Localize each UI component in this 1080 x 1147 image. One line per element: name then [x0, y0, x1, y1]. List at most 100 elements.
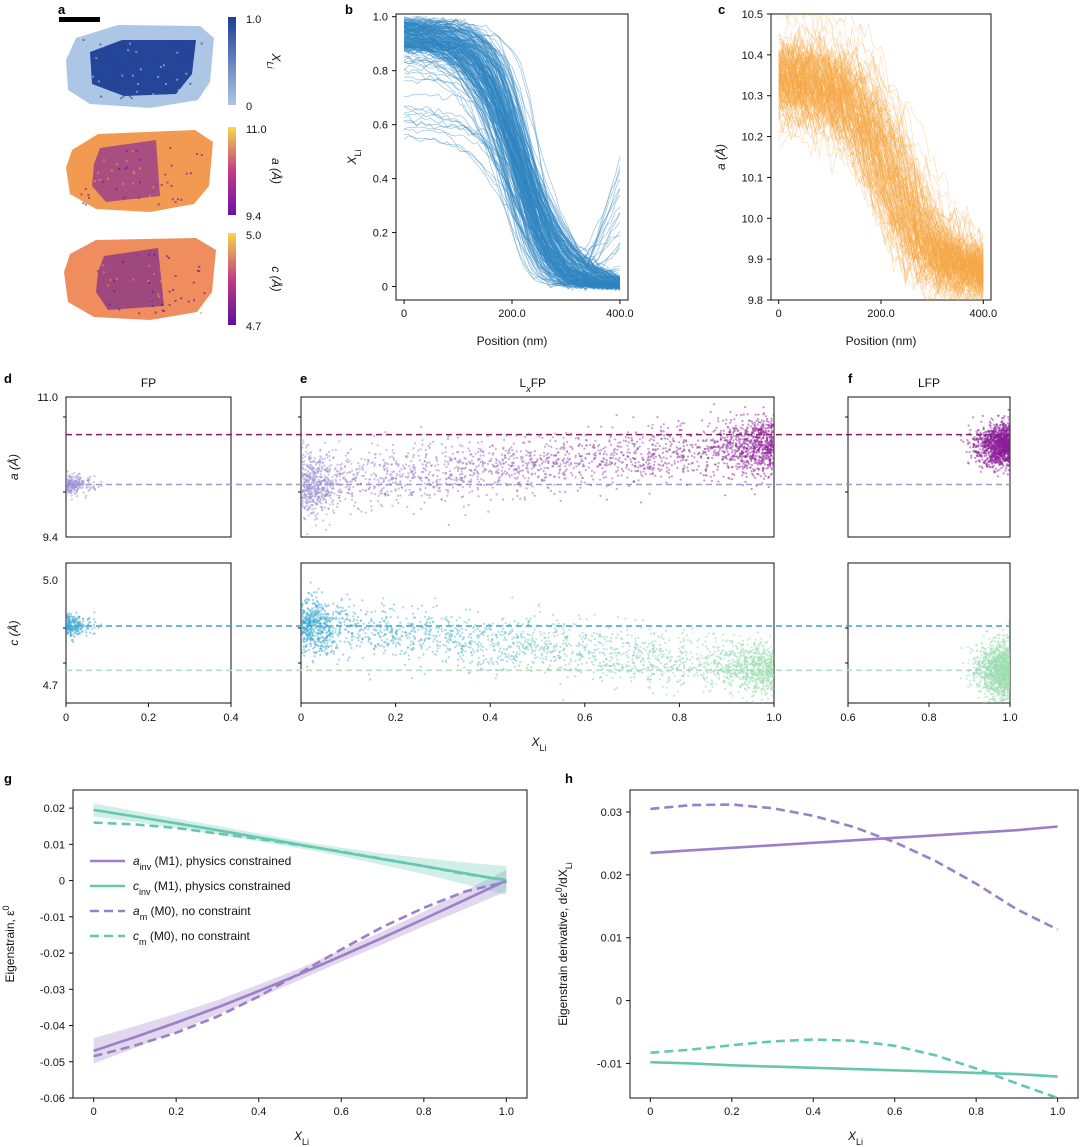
panel-b-profile-line — [403, 33, 621, 285]
map-2-speckle — [173, 189, 176, 192]
panel-e-a-point — [338, 475, 342, 478]
panel-e-a-point — [346, 485, 349, 488]
panel-e-a-point — [764, 474, 767, 478]
panel-e-a-point — [460, 470, 463, 473]
map-2-speckle — [125, 150, 128, 153]
panel-c-profile-line — [778, 65, 984, 269]
panel-e-a-point — [327, 494, 330, 498]
map-1-speckle — [192, 62, 195, 65]
map-1-speckle — [121, 74, 124, 77]
panel-e-a-point — [620, 451, 623, 454]
panel-e-a-point — [588, 443, 592, 446]
panel-b-profile-line — [403, 42, 621, 287]
panel-e-c-point — [321, 591, 324, 594]
panel-e-c-point — [590, 634, 593, 637]
panel-e-c-point — [636, 654, 639, 657]
panel-b-profile-line — [403, 35, 620, 289]
panel-e-a-point — [316, 497, 319, 500]
panel-e-a-point — [625, 466, 628, 469]
panel-e-a-point — [734, 449, 737, 452]
panel-c-profile-line — [778, 68, 984, 283]
panel-e-a-point — [763, 412, 766, 415]
panel-e-a-point — [611, 452, 614, 455]
panel-b-profile-line — [403, 26, 621, 279]
panel-e-a-point — [511, 462, 514, 465]
panel-e-a-point — [420, 479, 423, 482]
panel-e-a-point — [315, 482, 318, 485]
panel-b-profile-line — [403, 26, 621, 287]
panel-e-c-point — [722, 657, 726, 660]
panel-e-a-point — [357, 462, 360, 465]
panel-e-a-point — [762, 466, 765, 469]
panel-e-a-point — [768, 435, 771, 438]
panel-c-profile-line — [778, 56, 983, 300]
panel-e-a-point — [626, 476, 629, 479]
panel-c-profile-line — [778, 76, 984, 282]
panel-e-a-point — [513, 472, 516, 475]
panel-e-a-point — [729, 419, 733, 422]
panel-e-a-point — [736, 462, 739, 465]
panel-e-a-point — [726, 444, 729, 447]
panel-e-a-point — [722, 419, 725, 422]
panel-e-c-point — [620, 630, 623, 633]
panel-e-c-point — [748, 636, 752, 639]
panel-b-profile-line — [403, 30, 621, 282]
map-2-speckle — [93, 179, 96, 182]
panel-e-a-points — [301, 403, 774, 536]
panel-e-a-point — [440, 443, 443, 446]
panel-b-profile-line — [404, 28, 621, 286]
panel-d-c-point — [72, 634, 75, 637]
panel-b-profile-line — [403, 24, 620, 288]
map-1-speckle — [127, 49, 130, 52]
panel-e-c-point — [771, 694, 774, 697]
panel-e-a-point — [767, 457, 770, 460]
panel-e-a-point — [451, 483, 454, 486]
panel-e-a-point — [556, 451, 559, 454]
panel-b-profile-line — [403, 22, 621, 285]
panel-e-c-point — [711, 681, 714, 684]
map-1-speckle — [151, 60, 154, 63]
panel-b-profile-line — [403, 38, 620, 282]
panel-e-a-point — [762, 448, 765, 451]
panel-d-c-point — [70, 615, 73, 618]
panel-b-profile-line — [403, 24, 621, 289]
panel-e-a-point — [399, 494, 402, 497]
panel-e-c-point — [504, 655, 507, 659]
panel-e-a-point — [332, 481, 335, 485]
panel-e-c-point — [639, 650, 642, 653]
panel-e-c-point — [407, 654, 410, 657]
panel-e-a-point — [314, 468, 317, 471]
panel-c-profile-line — [778, 66, 984, 272]
panel-b-profile-line — [404, 16, 620, 287]
panel-e-a-point — [558, 465, 562, 468]
panel-e-a-point — [303, 491, 306, 494]
panel-e-a-point — [307, 495, 310, 498]
panel-e-a-point — [757, 431, 760, 434]
colorbar-label: XLi — [265, 52, 283, 69]
panel-e-c-point — [312, 623, 315, 627]
panel-d-c-point — [94, 621, 97, 624]
panel-e-a-point — [731, 442, 734, 445]
panel-f-xtick-label: 1.0 — [1002, 712, 1017, 724]
panel-e-a-point — [615, 487, 618, 490]
panel-b-profile-line — [403, 31, 620, 289]
panel-d-a-point — [72, 476, 76, 479]
panel-e-a-point — [756, 417, 760, 421]
panel-e-a-point — [765, 420, 769, 423]
panel-b-profile-line — [404, 77, 621, 289]
panel-e-a-point — [396, 494, 400, 497]
panel-e-a-point — [689, 434, 692, 437]
panel-e-a-point — [592, 478, 595, 481]
panel-e-a-point — [702, 474, 705, 477]
panel-e-a-point — [726, 439, 729, 442]
panel-e-a-point — [693, 456, 696, 459]
panel-e-c-point — [591, 654, 594, 658]
panel-e-a-point — [563, 471, 566, 474]
map-2-speckle — [124, 167, 127, 170]
panel-e-a-point — [754, 413, 757, 416]
colorbar-label: a (Å) — [269, 158, 284, 184]
panel-d-a-point — [79, 482, 82, 485]
panel-e-a-point — [311, 494, 314, 497]
panel-e-a-point — [744, 406, 747, 409]
panel-e-a-point — [482, 479, 485, 482]
